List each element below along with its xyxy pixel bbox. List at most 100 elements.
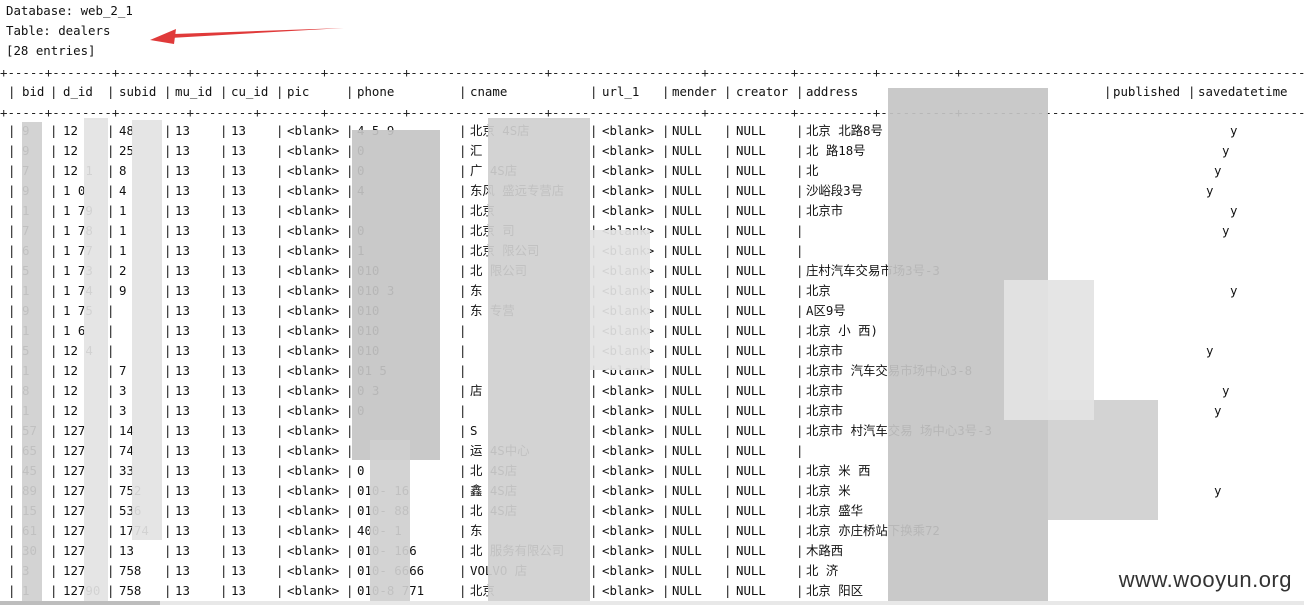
column-separator: | bbox=[50, 323, 58, 338]
column-separator: | bbox=[8, 543, 16, 558]
column-separator: | bbox=[220, 203, 228, 218]
column-separator: | bbox=[50, 463, 58, 478]
column-separator: | bbox=[276, 483, 284, 498]
column-header-url-1: url_1 bbox=[602, 84, 640, 99]
column-separator: | bbox=[8, 283, 16, 298]
column-header-address: address bbox=[806, 84, 859, 99]
cell-subid: 4 bbox=[119, 183, 127, 198]
cell-mu-id: 13 bbox=[175, 263, 190, 278]
column-separator: | bbox=[346, 363, 354, 378]
column-separator: | bbox=[164, 503, 172, 518]
column-separator: | bbox=[346, 84, 354, 99]
cell-d-id: 12 bbox=[63, 143, 78, 158]
column-separator: | bbox=[459, 463, 467, 478]
column-separator: | bbox=[220, 403, 228, 418]
cell-creator: NULL bbox=[736, 263, 766, 278]
cell-published: y bbox=[1222, 143, 1230, 158]
table-line: Table: dealers bbox=[6, 23, 111, 38]
column-separator: | bbox=[459, 163, 467, 178]
column-separator: | bbox=[50, 563, 58, 578]
cell-mu-id: 13 bbox=[175, 343, 190, 358]
horizontal-scrollbar[interactable] bbox=[0, 601, 1304, 605]
redaction-block bbox=[22, 122, 42, 605]
table-row: ||||||||||||512 41313<blank>010<blank>NU… bbox=[0, 343, 1304, 363]
column-separator: | bbox=[8, 503, 16, 518]
column-separator: | bbox=[8, 403, 16, 418]
column-separator: | bbox=[50, 363, 58, 378]
table-row: ||||||||||||11 7911313<blank>北京<blank>NU… bbox=[0, 203, 1304, 223]
column-separator: | bbox=[220, 443, 228, 458]
column-separator: | bbox=[662, 523, 670, 538]
cell-url-1: <blank> bbox=[602, 403, 655, 418]
cell-pic: <blank> bbox=[287, 303, 340, 318]
column-header-pic: pic bbox=[287, 84, 310, 99]
column-separator: | bbox=[346, 463, 354, 478]
cell-creator: NULL bbox=[736, 583, 766, 598]
cell-mender: NULL bbox=[672, 483, 702, 498]
column-separator: | bbox=[459, 263, 467, 278]
column-separator: | bbox=[164, 263, 172, 278]
column-separator: | bbox=[590, 363, 598, 378]
column-separator: | bbox=[8, 203, 16, 218]
cell-url-1: <blank> bbox=[602, 563, 655, 578]
cell-mu-id: 13 bbox=[175, 543, 190, 558]
column-separator: | bbox=[662, 283, 670, 298]
column-separator: | bbox=[724, 283, 732, 298]
cell-mender: NULL bbox=[672, 443, 702, 458]
column-separator: | bbox=[724, 443, 732, 458]
cell-address: 木路西 bbox=[806, 543, 844, 558]
column-separator: | bbox=[107, 383, 115, 398]
cell-published: y bbox=[1222, 383, 1230, 398]
column-separator: | bbox=[590, 123, 598, 138]
column-separator: | bbox=[459, 563, 467, 578]
column-separator: | bbox=[220, 423, 228, 438]
cell-creator: NULL bbox=[736, 523, 766, 538]
column-separator: | bbox=[8, 523, 16, 538]
cell-subid: 1 bbox=[119, 203, 127, 218]
column-separator: | bbox=[796, 203, 804, 218]
column-separator: | bbox=[724, 203, 732, 218]
cell-d-id: 127 bbox=[63, 563, 86, 578]
cell-d-id: 1 0 bbox=[63, 183, 86, 198]
cell-pic: <blank> bbox=[287, 483, 340, 498]
cell-cname: 汇 bbox=[470, 143, 483, 158]
column-separator: | bbox=[662, 443, 670, 458]
cell-creator: NULL bbox=[736, 163, 766, 178]
cell-creator: NULL bbox=[736, 463, 766, 478]
column-separator: | bbox=[796, 523, 804, 538]
column-separator: | bbox=[346, 263, 354, 278]
column-separator: | bbox=[346, 223, 354, 238]
column-separator: | bbox=[50, 583, 58, 598]
column-header-phone: phone bbox=[357, 84, 395, 99]
column-separator: | bbox=[662, 183, 670, 198]
cell-url-1: <blank> bbox=[602, 463, 655, 478]
column-header-creator: creator bbox=[736, 84, 789, 99]
column-separator: | bbox=[220, 283, 228, 298]
column-separator: | bbox=[590, 503, 598, 518]
column-separator: | bbox=[1188, 84, 1196, 99]
cell-d-id: 127 bbox=[63, 483, 86, 498]
column-separator: | bbox=[590, 563, 598, 578]
cell-address: 北京 阳区 bbox=[806, 583, 864, 598]
column-separator: | bbox=[276, 443, 284, 458]
column-separator: | bbox=[590, 203, 598, 218]
column-separator: | bbox=[107, 583, 115, 598]
column-separator: | bbox=[220, 323, 228, 338]
table-row: ||||||||||||11271313<blank>01 5<blank>NU… bbox=[0, 363, 1304, 383]
cell-subid: 9 bbox=[119, 283, 127, 298]
column-separator: | bbox=[276, 563, 284, 578]
cell-creator: NULL bbox=[736, 343, 766, 358]
column-separator: | bbox=[724, 463, 732, 478]
cell-creator: NULL bbox=[736, 363, 766, 378]
cell-address: 北京 小 西) bbox=[806, 323, 878, 338]
cell-pic: <blank> bbox=[287, 343, 340, 358]
scrollbar-thumb[interactable] bbox=[0, 601, 160, 605]
cell-subid: 1 bbox=[119, 243, 127, 258]
column-separator: | bbox=[220, 84, 228, 99]
redaction-block bbox=[1048, 400, 1158, 520]
column-separator: | bbox=[796, 483, 804, 498]
cell-mender: NULL bbox=[672, 563, 702, 578]
cell-mender: NULL bbox=[672, 423, 702, 438]
cell-cu-id: 13 bbox=[231, 423, 246, 438]
column-separator: | bbox=[276, 123, 284, 138]
